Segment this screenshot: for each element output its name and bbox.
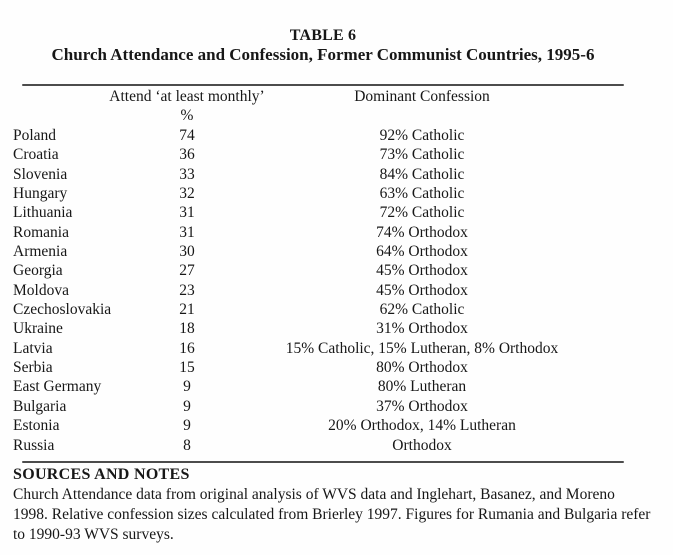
row-confession: 73% Catholic (379, 146, 465, 164)
row-confession: 37% Orthodox (376, 397, 468, 415)
row-country: Georgia (13, 262, 63, 280)
table-row: Hungary 32 63% Catholic (0, 184, 673, 203)
row-confession: 45% Orthodox (376, 281, 468, 299)
row-country: Romania (13, 223, 69, 241)
row-confession: 20% Orthodox, 14% Lutheran (328, 417, 516, 435)
row-country: Bulgaria (13, 397, 67, 415)
table-bottom-rule (22, 461, 624, 463)
row-confession: 63% Catholic (379, 185, 465, 203)
row-attend: 9 (183, 417, 191, 435)
row-country: Poland (13, 127, 57, 144)
row-attend: 31 (179, 223, 195, 241)
column-header-confession: Dominant Confession (354, 88, 490, 105)
row-country: Estonia (13, 417, 60, 435)
row-attend: 8 (183, 436, 191, 454)
row-country: Moldova (13, 281, 69, 299)
row-country: Hungary (13, 185, 68, 203)
row-country: Lithuania (13, 204, 73, 222)
row-confession: 31% Orthodox (376, 320, 468, 338)
row-confession: 84% Catholic (379, 165, 465, 183)
row-country: Croatia (13, 146, 59, 164)
row-confession: 45% Orthodox (376, 262, 468, 280)
table-rows: Poland 74 92% Catholic Croatia 36 73% Ca… (0, 126, 673, 455)
sources-notes-heading: SOURCES AND NOTES (13, 466, 190, 483)
row-confession: 72% Catholic (379, 204, 465, 222)
row-attend: 9 (183, 378, 191, 396)
table-row: Russia 8 Orthodox (0, 436, 673, 455)
row-country: Ukraine (13, 320, 63, 338)
row-attend: 23 (179, 281, 195, 299)
row-country: East Germany (13, 378, 102, 396)
table-row: Czechoslovakia 21 62% Catholic (0, 300, 673, 319)
row-attend: 16 (179, 339, 195, 357)
table-row: Estonia 9 20% Orthodox, 14% Lutheran (0, 416, 673, 435)
row-confession: 74% Orthodox (376, 223, 468, 241)
table-row: Ukraine 18 31% Orthodox (0, 319, 673, 338)
column-header-attendance: Attend ‘at least monthly’ (109, 88, 265, 105)
table-row: Lithuania 31 72% Catholic (0, 203, 673, 222)
table-row: East Germany 9 80% Lutheran (0, 377, 673, 396)
table-row: Serbia 15 80% Orthodox (0, 358, 673, 377)
row-attend: 27 (179, 262, 195, 280)
row-country: Latvia (13, 339, 53, 357)
column-unit-percent: % (180, 107, 194, 124)
row-confession: Orthodox (392, 436, 452, 454)
row-attend: 33 (179, 165, 195, 183)
table-title: Church Attendance and Confession, Former… (51, 45, 595, 64)
row-confession: 15% Catholic, 15% Lutheran, 8% Orthodox (285, 339, 559, 357)
table-row: Moldova 23 45% Orthodox (0, 281, 673, 300)
table-row: Slovenia 33 84% Catholic (0, 165, 673, 184)
row-confession: 80% Lutheran (377, 378, 467, 396)
row-country: Czechoslovakia (13, 301, 112, 319)
row-confession: 62% Catholic (379, 301, 465, 319)
row-attend: 74 (179, 127, 195, 144)
row-attend: 30 (179, 243, 195, 261)
table-row: Bulgaria 9 37% Orthodox (0, 397, 673, 416)
row-confession: 80% Orthodox (376, 359, 468, 377)
row-confession: 92% Catholic (379, 127, 465, 144)
table-row: Latvia 16 15% Catholic, 15% Lutheran, 8%… (0, 339, 673, 358)
row-country: Serbia (13, 359, 53, 377)
table-row: Croatia 36 73% Catholic (0, 145, 673, 164)
sources-notes-text: Church Attendance data from original ana… (13, 486, 651, 543)
table-number-label: TABLE 6 (289, 27, 357, 44)
row-attend: 18 (179, 320, 195, 338)
row-attend: 36 (179, 146, 195, 164)
table-row: Georgia 27 45% Orthodox (0, 261, 673, 280)
row-attend: 15 (179, 359, 195, 377)
row-country: Russia (13, 436, 55, 454)
row-country: Armenia (13, 243, 68, 261)
table-row: Poland 74 92% Catholic (0, 126, 673, 145)
row-confession: 64% Orthodox (376, 243, 468, 261)
row-attend: 31 (179, 204, 195, 222)
table-row: Romania 31 74% Orthodox (0, 223, 673, 242)
table-row: Armenia 30 64% Orthodox (0, 242, 673, 261)
row-country: Slovenia (13, 165, 68, 183)
row-attend: 21 (179, 301, 195, 319)
row-attend: 32 (179, 185, 195, 203)
row-attend: 9 (183, 397, 191, 415)
table-top-rule (22, 84, 624, 86)
